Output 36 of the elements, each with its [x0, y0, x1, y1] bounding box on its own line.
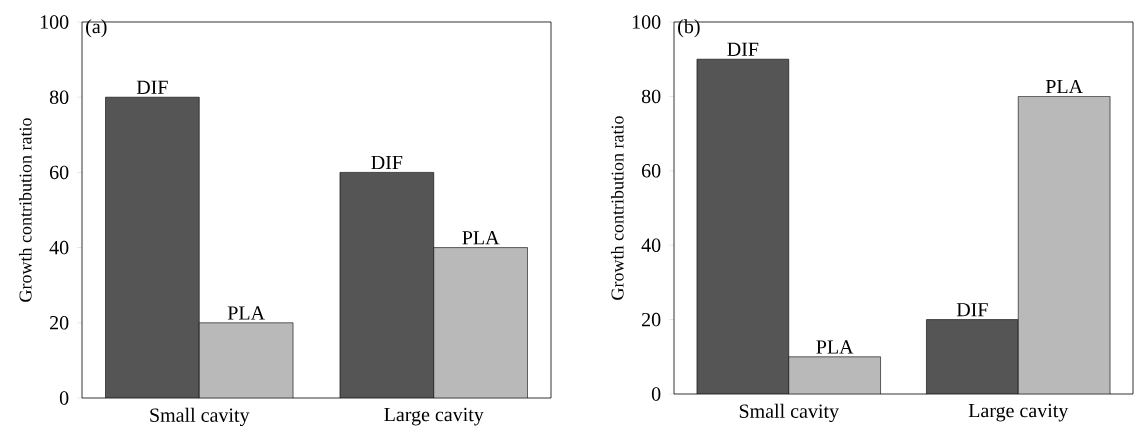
y-tick-label: 40 — [49, 240, 69, 255]
y-tick-label: 100 — [632, 15, 661, 29]
chart-title: (b) — [678, 19, 700, 38]
series-label: DIF — [956, 303, 988, 317]
series-label: DIF — [136, 80, 168, 94]
y-tick-label: 80 — [49, 90, 69, 104]
chart-title: (a) — [86, 19, 107, 38]
x-tick-label: Large cavity — [384, 407, 484, 426]
bar — [1017, 96, 1111, 394]
x-tick-label: Small cavity — [150, 407, 250, 427]
y-tick-label: 20 — [50, 316, 69, 330]
y-axis-title: Growth contribution ratio — [610, 116, 624, 300]
series-label: PLA — [462, 231, 500, 245]
bar — [198, 322, 294, 398]
bar — [339, 172, 435, 398]
series-label: PLA — [1045, 79, 1083, 94]
bar — [926, 319, 1019, 394]
bar — [433, 247, 528, 398]
bar — [105, 96, 200, 398]
bar — [696, 58, 790, 394]
y-tick-label: 60 — [642, 164, 661, 178]
bar — [788, 356, 881, 394]
text: DIF — [371, 155, 403, 170]
text: DIF — [727, 42, 759, 56]
x-tick-label: Small cavity — [739, 403, 839, 423]
y-tick-label: 20 — [642, 312, 661, 327]
x-tick-label: Large cavity — [968, 403, 1069, 422]
text: PLA — [227, 306, 265, 320]
y-tick-label: 40 — [641, 238, 661, 252]
y-tick-label: 0 — [651, 387, 661, 401]
y-tick-label: 80 — [641, 89, 661, 104]
text: PLA — [816, 340, 854, 354]
y-tick-label: 100 — [40, 15, 69, 29]
y-axis-title: Growth contribution ratio — [18, 118, 32, 302]
y-tick-label: 0 — [59, 391, 69, 405]
y-tick-label: 60 — [49, 165, 69, 180]
